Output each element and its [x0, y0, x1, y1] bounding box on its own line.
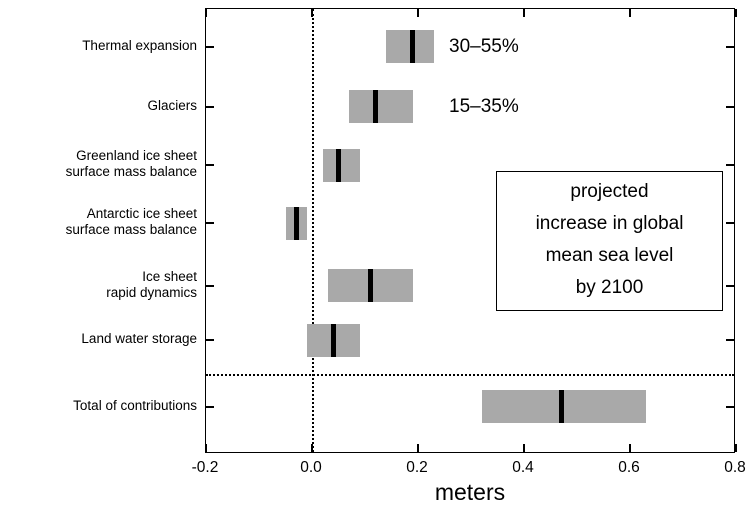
y-axis-tick [206, 339, 214, 341]
category-label-line: Total of contributions [73, 397, 197, 413]
x-axis-tick [629, 9, 631, 17]
range-bar [322, 148, 360, 182]
category-label: Antarctic ice sheet surface mass balance [0, 206, 197, 238]
median-line [330, 323, 336, 357]
category-label: Glaciers [0, 98, 197, 114]
category-label-line: Land water storage [81, 331, 197, 347]
percentage-annotation: 30–55% [449, 35, 519, 57]
total-separator-line [206, 373, 734, 376]
y-axis-tick [206, 222, 214, 224]
note-line: by 2100 [575, 277, 644, 298]
x-axis-tick [735, 444, 737, 452]
category-label: Total of contributions [0, 398, 197, 414]
median-line [410, 30, 416, 64]
category-label-line: Greenland ice sheet [76, 148, 197, 164]
category-label-line: Antarctic ice sheet [86, 206, 197, 222]
category-label-line: surface mass balance [65, 222, 197, 238]
x-axis-tick [417, 9, 419, 17]
percentage-annotation: 15–35% [449, 95, 519, 117]
y-axis-tick [726, 222, 734, 224]
zero-reference-line [312, 9, 314, 452]
x-axis-tick [735, 9, 737, 17]
x-axis-tick [629, 444, 631, 452]
category-label-line: Thermal expansion [82, 37, 197, 53]
x-tick-label: 0.2 [406, 459, 428, 476]
x-axis-tick [523, 444, 525, 452]
y-axis-tick [206, 45, 214, 48]
y-axis-tick [726, 339, 734, 341]
x-tick-label: 0.6 [618, 459, 640, 476]
category-label: Thermal expansion [0, 38, 197, 54]
y-axis-tick [726, 106, 734, 108]
median-line [336, 148, 341, 182]
plot-area: 30–55% 15–35% [205, 8, 737, 453]
median-line [558, 390, 564, 424]
x-axis-tick [205, 9, 207, 17]
x-tick-label: -0.2 [191, 459, 219, 476]
y-axis-tick [726, 164, 734, 167]
x-tick-label: 0.0 [300, 459, 322, 476]
category-label-line: rapid dynamics [106, 284, 197, 300]
category-label: Land water storage [0, 331, 197, 347]
x-axis-tick [523, 9, 525, 17]
category-label-line: surface mass balance [65, 164, 197, 180]
category-labels: Thermal expansion Glaciers Greenland ice s… [0, 0, 197, 460]
x-tick-label: 0.8 [724, 459, 746, 476]
y-axis-tick [206, 164, 214, 167]
category-label-line: Ice sheet [142, 268, 197, 284]
note-line: projected [570, 181, 649, 202]
y-axis-tick [206, 284, 214, 287]
x-tick-label: 0.4 [512, 459, 534, 476]
note-line: mean sea level [545, 245, 674, 266]
projection-note-box: projected increase in global mean sea leve… [496, 171, 723, 311]
x-axis-tick [417, 444, 419, 452]
median-line [293, 206, 299, 240]
y-axis-tick [726, 45, 734, 48]
x-axis-title: meters [434, 479, 506, 505]
category-label-line: Glaciers [147, 97, 197, 113]
range-bar [481, 390, 646, 424]
category-label: Ice sheet rapid dynamics [0, 269, 197, 301]
range-bar [386, 30, 434, 64]
y-axis-tick [206, 106, 214, 108]
median-line [367, 269, 373, 303]
range-bar [349, 90, 413, 124]
y-axis-tick [206, 405, 214, 408]
x-axis-tick [311, 9, 313, 17]
y-axis-tick [726, 405, 734, 408]
x-axis-tick [205, 444, 207, 452]
x-axis-tick [311, 444, 313, 452]
category-label: Greenland ice sheet surface mass balance [0, 148, 197, 180]
median-line [373, 90, 379, 124]
note-line: increase in global [535, 213, 684, 234]
y-axis-tick [726, 284, 734, 287]
